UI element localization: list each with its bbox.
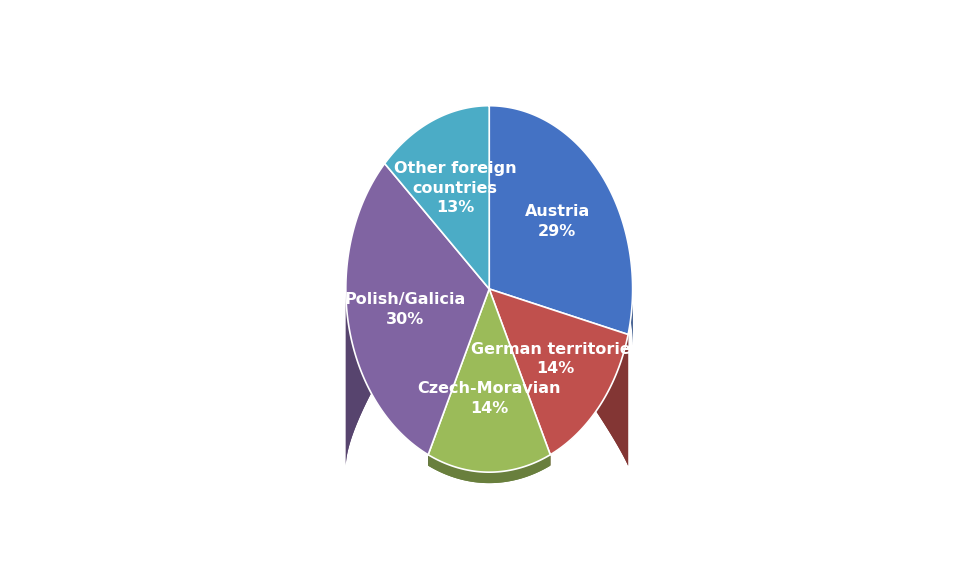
Text: Austria
29%: Austria 29% bbox=[525, 204, 590, 239]
Polygon shape bbox=[346, 290, 429, 466]
Polygon shape bbox=[385, 106, 489, 289]
Text: Other foreign
countries
13%: Other foreign countries 13% bbox=[393, 161, 516, 215]
Polygon shape bbox=[489, 289, 628, 455]
Polygon shape bbox=[628, 290, 633, 346]
Polygon shape bbox=[489, 289, 550, 466]
Text: Czech-Moravian
14%: Czech-Moravian 14% bbox=[418, 381, 561, 416]
Polygon shape bbox=[429, 289, 489, 466]
Text: Polish/Galicia
30%: Polish/Galicia 30% bbox=[344, 292, 466, 327]
Polygon shape bbox=[489, 289, 550, 466]
Polygon shape bbox=[550, 335, 628, 466]
Polygon shape bbox=[489, 289, 628, 346]
Text: German territories
14%: German territories 14% bbox=[470, 342, 640, 377]
Polygon shape bbox=[429, 289, 489, 466]
Polygon shape bbox=[489, 106, 633, 335]
Polygon shape bbox=[346, 164, 489, 455]
Polygon shape bbox=[429, 289, 550, 472]
Polygon shape bbox=[489, 289, 628, 346]
Polygon shape bbox=[346, 290, 429, 466]
Polygon shape bbox=[429, 455, 550, 483]
Polygon shape bbox=[429, 455, 550, 483]
Polygon shape bbox=[628, 290, 633, 346]
Polygon shape bbox=[550, 335, 628, 466]
